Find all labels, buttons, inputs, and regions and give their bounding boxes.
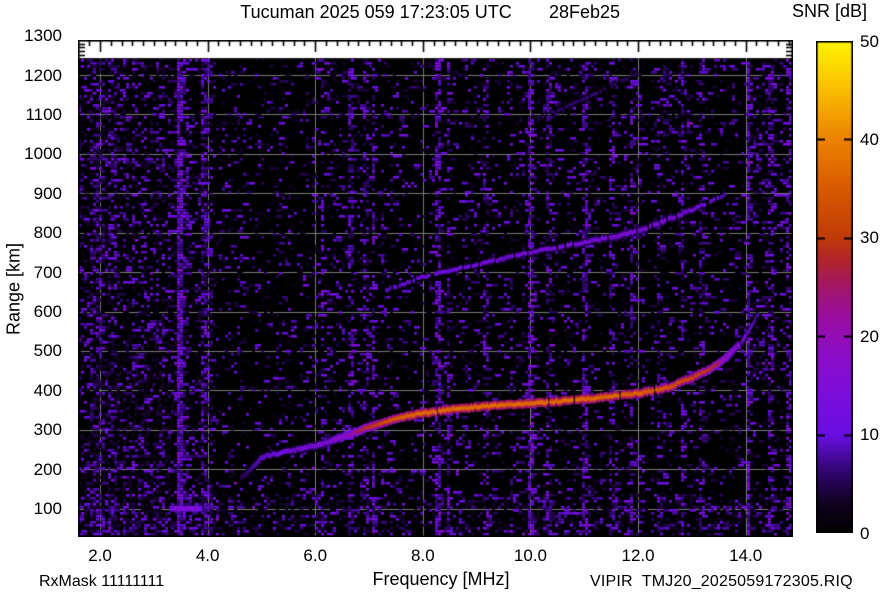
colorbar-tick-label: 10: [860, 425, 879, 445]
x-tick-label: 2.0: [88, 546, 112, 565]
colorbar-tick-label: 20: [860, 326, 879, 346]
x-tick-label: 10.0: [513, 546, 547, 565]
colorbar-tick-label: 50: [860, 31, 879, 51]
colorbar-tick-label: 30: [860, 228, 879, 248]
rx-mask-label: RxMask 11111111: [39, 573, 165, 590]
x-tick-label: 8.0: [411, 546, 435, 565]
data-file-label: VIPIR TMJ20_2025059172305.RIQ: [590, 573, 853, 590]
y-tick-label: 700: [33, 262, 62, 282]
y-tick-label: 400: [33, 380, 62, 400]
y-tick-label: 300: [33, 420, 62, 440]
colorbar: [816, 41, 853, 533]
y-tick-label: 1200: [24, 65, 62, 85]
x-tick-label: 6.0: [303, 546, 328, 565]
colorbar-tick-label: 40: [860, 129, 879, 149]
x-axis-title: Frequency [MHz]: [372, 569, 510, 589]
page-title: Tucuman 2025 059 17:23:05 UTC: [240, 2, 512, 22]
x-tick-label: 14.0: [729, 546, 763, 565]
x-tick-label: 12.0: [621, 546, 655, 565]
y-axis-title: Range [km]: [3, 242, 24, 336]
y-tick-label: 1000: [24, 144, 62, 164]
y-tick-label: 600: [33, 302, 62, 322]
plot-area: [78, 40, 793, 537]
y-tick-label: 100: [33, 499, 62, 519]
colorbar-canvas: [816, 41, 853, 533]
y-tick-label: 200: [33, 459, 62, 479]
y-tick-label: 1100: [25, 104, 62, 124]
colorbar-tick-label: 0: [860, 523, 870, 543]
colorbar-title: SNR [dB]: [792, 1, 868, 21]
y-tick-label: 1300: [24, 26, 62, 46]
ionogram-heatmap-canvas: [78, 40, 793, 537]
y-tick-label: 500: [33, 341, 62, 361]
date-label: 28Feb25: [549, 2, 621, 22]
x-tick-label: 4.0: [195, 546, 220, 565]
y-tick-label: 800: [33, 223, 62, 243]
y-tick-label: 900: [33, 183, 62, 203]
